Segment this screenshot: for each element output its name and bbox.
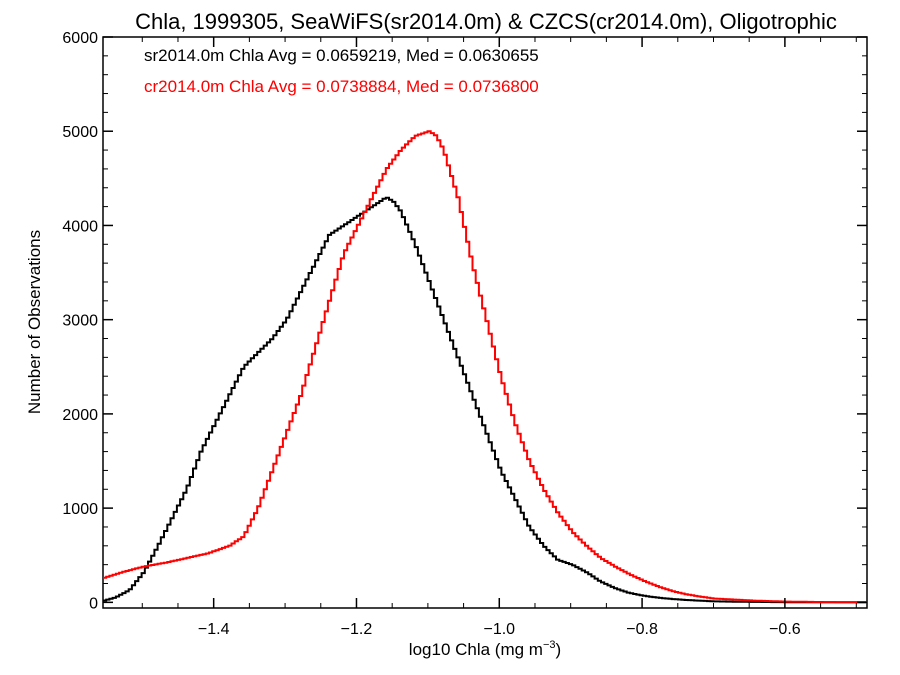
x-tick-label: −0.8 xyxy=(626,621,658,638)
x-axis-label-main: log10 Chla (mg m xyxy=(409,640,543,659)
x-axis-label: log10 Chla (mg m−3) xyxy=(409,639,561,659)
chart-title: Chla, 1999305, SeaWiFS(sr2014.0m) & CZCS… xyxy=(135,9,837,34)
y-tick-label: 2000 xyxy=(62,407,98,424)
x-axis-ticks: −1.4 −1.2 −1.0 −0.8 −0.6 xyxy=(141,37,857,638)
y-tick-label: 6000 xyxy=(62,30,98,47)
y-tick-label: 0 xyxy=(89,595,98,612)
plot-frame xyxy=(102,36,868,609)
y-tick-label: 1000 xyxy=(62,501,98,518)
x-axis-label-exponent: −3 xyxy=(543,639,556,651)
y-tick-label: 3000 xyxy=(62,313,98,330)
x-tick-label: −1.4 xyxy=(198,621,230,638)
x-tick-label: −1.2 xyxy=(341,621,373,638)
series-line-0 xyxy=(103,196,867,604)
legend-annotation-cr2014: cr2014.0m Chla Avg = 0.0738884, Med = 0.… xyxy=(144,77,539,96)
y-tick-label: 4000 xyxy=(62,218,98,235)
x-axis-label-close: ) xyxy=(556,640,562,659)
y-axis-label: Number of Observations xyxy=(25,230,44,414)
series-layer xyxy=(103,130,867,604)
legend-annotation-sr2014: sr2014.0m Chla Avg = 0.0659219, Med = 0.… xyxy=(144,46,539,65)
x-tick-label: −1.0 xyxy=(483,621,515,638)
series-line-1 xyxy=(103,130,867,604)
x-tick-label: −0.6 xyxy=(769,621,801,638)
y-axis-ticks: 0 1000 2000 3000 4000 5000 6000 xyxy=(62,30,867,612)
y-tick-label: 5000 xyxy=(62,124,98,141)
